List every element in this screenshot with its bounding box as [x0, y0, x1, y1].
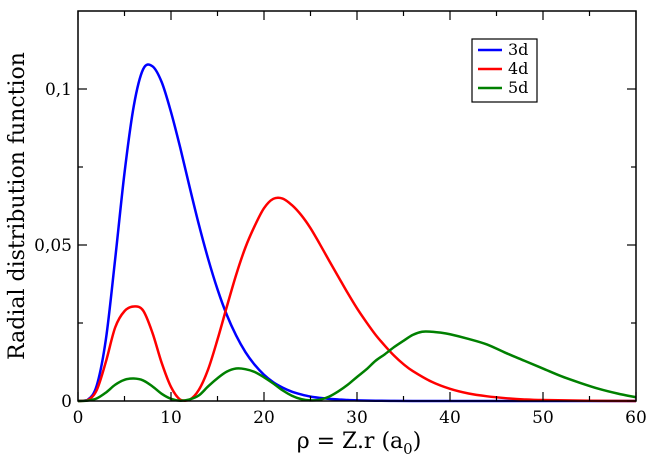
x-tick-label: 50: [532, 408, 554, 428]
x-tick-label: 10: [160, 408, 182, 428]
axis-tick-labels: 0 10 20 30 40 50 60 0 0,05 0,1: [34, 80, 647, 428]
series-line-3d: [77, 63, 636, 403]
y-tick-label: 0: [61, 392, 72, 412]
y-axis-title: Radial distribution function: [5, 52, 30, 360]
x-tick-label: 30: [346, 408, 368, 428]
x-tick-label: 40: [439, 408, 461, 428]
x-axis-title-main: ρ = Z.r (a: [297, 429, 403, 454]
x-axis-title-subscript: 0: [403, 440, 413, 458]
y-tick-label: 0,05: [34, 236, 72, 256]
x-axis-title: ρ = Z.r (a0): [297, 429, 422, 458]
x-tick-label: 20: [253, 408, 275, 428]
plot-curves: [77, 63, 637, 403]
x-tick-label: 0: [73, 408, 84, 428]
legend-label-4d: 4d: [508, 59, 528, 78]
legend-label-5d: 5d: [508, 78, 528, 97]
y-tick-label: 0,1: [45, 80, 72, 100]
plot-frame: [77, 10, 637, 402]
axis-ticks: [77, 11, 637, 402]
legend-label-3d: 3d: [508, 40, 528, 59]
x-axis-title-end: ): [413, 429, 422, 454]
x-tick-label: 60: [625, 408, 647, 428]
series-line-4d: [77, 196, 637, 403]
